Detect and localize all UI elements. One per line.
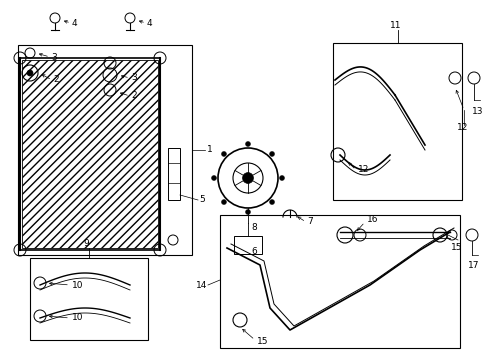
- Text: 14: 14: [196, 280, 207, 289]
- Bar: [22, 60, 158, 248]
- Text: 11: 11: [389, 22, 401, 31]
- Circle shape: [242, 172, 253, 183]
- Text: 8: 8: [250, 224, 256, 233]
- Text: 4: 4: [147, 18, 152, 27]
- Bar: [168, 148, 180, 200]
- Bar: [30, 258, 148, 340]
- Circle shape: [269, 152, 274, 157]
- Text: 7: 7: [306, 217, 312, 226]
- Text: 12: 12: [357, 166, 368, 175]
- Text: 10: 10: [72, 314, 83, 323]
- Text: 15: 15: [257, 338, 268, 346]
- Text: 2: 2: [53, 76, 59, 85]
- Text: 13: 13: [471, 108, 483, 117]
- Text: 3: 3: [131, 73, 137, 82]
- Bar: [220, 215, 459, 348]
- Circle shape: [211, 175, 216, 180]
- Circle shape: [279, 175, 284, 180]
- Text: 6: 6: [250, 247, 256, 256]
- Text: 15: 15: [450, 243, 462, 252]
- Text: 16: 16: [366, 216, 378, 225]
- Text: 10: 10: [72, 280, 83, 289]
- Text: 9: 9: [83, 239, 88, 248]
- Circle shape: [221, 199, 226, 204]
- Text: 3: 3: [51, 53, 57, 62]
- Text: 2: 2: [131, 91, 136, 100]
- Circle shape: [245, 210, 250, 215]
- Bar: [18, 45, 192, 255]
- Circle shape: [221, 152, 226, 157]
- Text: 12: 12: [456, 123, 468, 132]
- Circle shape: [269, 199, 274, 204]
- Bar: [332, 43, 461, 200]
- Circle shape: [245, 141, 250, 147]
- Text: 1: 1: [206, 145, 212, 154]
- Text: 17: 17: [467, 261, 479, 270]
- Text: 4: 4: [72, 18, 78, 27]
- Bar: [234, 236, 262, 254]
- Text: 5: 5: [199, 195, 204, 204]
- Circle shape: [27, 70, 33, 76]
